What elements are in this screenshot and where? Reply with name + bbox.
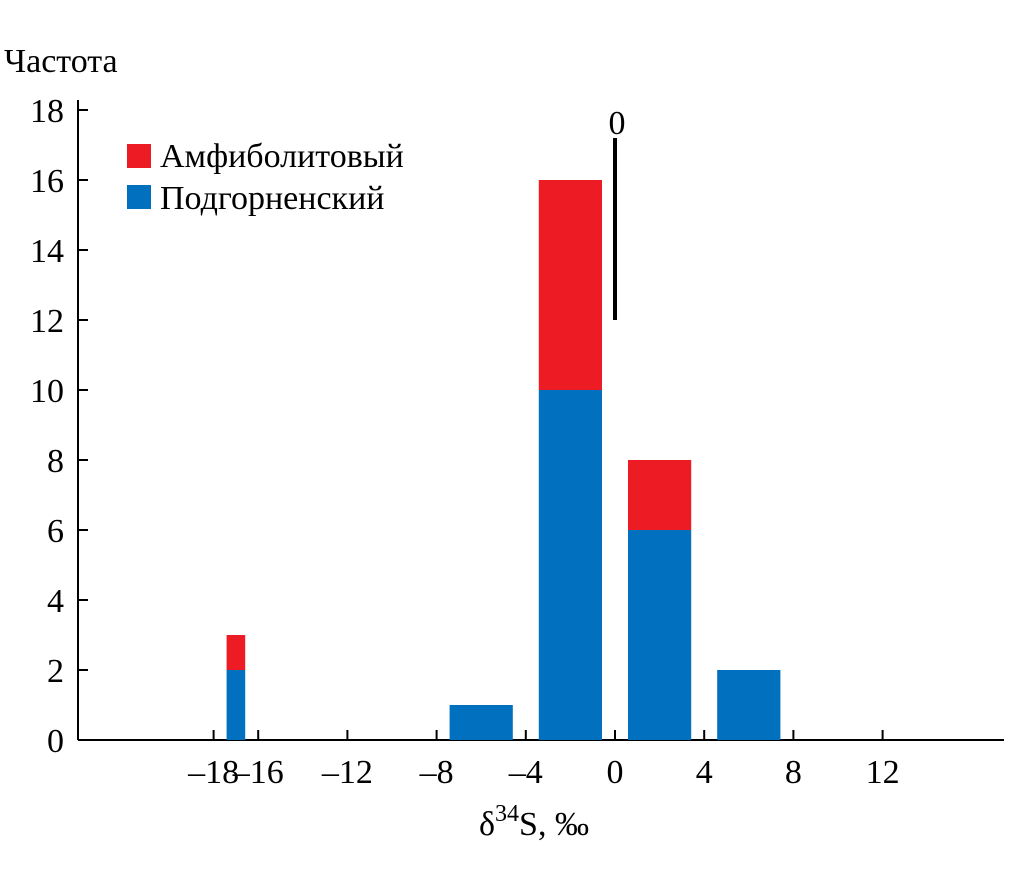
x-tick-label-0: –18 <box>187 754 239 791</box>
bar-2-amfibolitovy <box>538 180 602 390</box>
x-tick-label-5: 0 <box>607 754 624 791</box>
x-tick-label-6: 4 <box>696 754 713 791</box>
y-tick-label-10: 10 <box>30 373 64 410</box>
bar-3-amfibolitovy <box>628 460 692 530</box>
x-axis-label-superscript: 34 <box>495 801 519 827</box>
x-tick-label-3: –8 <box>419 754 454 791</box>
bar-3-podgornensky <box>628 530 692 740</box>
legend-swatch-amfibolitovy <box>127 144 151 168</box>
y-ticks: 0 2 4 6 8 10 12 14 16 18 <box>30 93 88 760</box>
x-axis-label: δ34S, ‰ <box>479 801 589 843</box>
legend-label-amfibolitovy: Амфиболитовый <box>160 138 404 175</box>
reference-line-label: 0 <box>609 105 626 142</box>
x-ticks: –18–16 –12 –8 –4 0 4 8 12 <box>187 730 900 791</box>
y-tick-label-6: 6 <box>47 513 64 550</box>
x-tick-label-7: 8 <box>785 754 802 791</box>
y-tick-label-16: 16 <box>30 163 64 200</box>
y-axis-label: Частота <box>4 43 118 80</box>
y-tick-label-8: 8 <box>47 443 64 480</box>
bar-1-podgornensky <box>449 705 513 740</box>
legend-label-podgornensky: Подгорненский <box>160 180 384 217</box>
y-tick-label-14: 14 <box>30 233 64 270</box>
y-tick-label-12: 12 <box>30 303 64 340</box>
legend-swatch-podgornensky <box>127 185 151 209</box>
x-axis-label-suffix: S, ‰ <box>519 806 589 843</box>
x-tick-label-2: –12 <box>321 754 373 791</box>
x-tick-label-4: –4 <box>508 754 543 791</box>
bar-0-amfibolitovy <box>226 635 246 670</box>
y-tick-label-0: 0 <box>47 723 64 760</box>
y-tick-label-2: 2 <box>47 653 64 690</box>
x-tick-label-8: 12 <box>866 754 900 791</box>
y-tick-label-4: 4 <box>47 583 64 620</box>
legend: Амфиболитовый Подгорненский <box>127 138 404 217</box>
x-axis-label-prefix: δ <box>479 806 495 843</box>
bar-0-podgornensky <box>226 670 246 740</box>
bars <box>226 180 781 740</box>
bar-4-podgornensky <box>717 670 781 740</box>
bar-2-podgornensky <box>538 390 602 740</box>
x-tick-label-1: –16 <box>232 754 284 791</box>
y-tick-label-18: 18 <box>30 93 64 130</box>
reference-line: 0 <box>609 105 626 320</box>
